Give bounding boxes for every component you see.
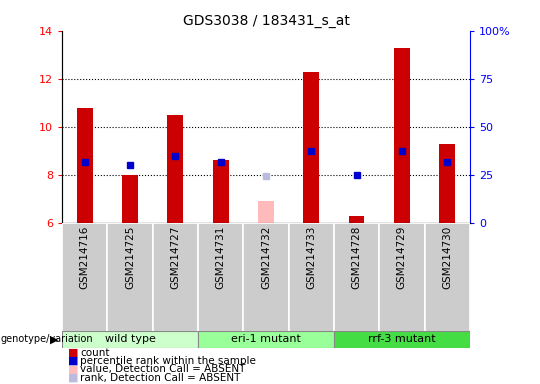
Text: value, Detection Call = ABSENT: value, Detection Call = ABSENT [80,364,245,374]
Bar [349,215,365,223]
Text: ■: ■ [68,364,78,374]
Text: ■: ■ [68,356,78,366]
Text: GSM214716: GSM214716 [80,226,90,290]
Text: GSM214730: GSM214730 [442,226,452,289]
Bar [167,115,183,223]
Text: GSM214727: GSM214727 [170,226,180,290]
Text: eri-1 mutant: eri-1 mutant [231,334,301,344]
Bar [424,223,470,332]
Text: GSM214733: GSM214733 [306,226,316,290]
Text: GSM214725: GSM214725 [125,226,135,290]
Bar [244,223,288,332]
Text: percentile rank within the sample: percentile rank within the sample [80,356,256,366]
Text: wild type: wild type [105,334,156,344]
Title: GDS3038 / 183431_s_at: GDS3038 / 183431_s_at [183,14,349,28]
Bar [439,144,455,223]
Bar [379,223,424,332]
Bar [394,48,410,223]
Bar [213,161,228,223]
Bar [288,223,334,332]
Text: rrf-3 mutant: rrf-3 mutant [368,334,436,344]
Text: ■: ■ [68,373,78,383]
Text: ■: ■ [68,348,78,358]
Text: rank, Detection Call = ABSENT: rank, Detection Call = ABSENT [80,373,240,383]
Text: GSM214732: GSM214732 [261,226,271,290]
Bar [258,201,274,223]
Bar [62,331,198,348]
Text: GSM214731: GSM214731 [215,226,226,290]
Bar [122,175,138,223]
Bar [334,223,379,332]
Text: GSM214728: GSM214728 [352,226,362,290]
Bar [198,331,334,348]
Bar [62,223,107,332]
Bar [198,223,244,332]
Bar [334,331,470,348]
Bar [107,223,153,332]
Text: count: count [80,348,110,358]
Bar [77,108,93,223]
Bar [303,71,319,223]
Text: genotype/variation: genotype/variation [1,334,93,344]
Text: ▶: ▶ [50,334,58,344]
Text: GSM214729: GSM214729 [397,226,407,290]
Bar [153,223,198,332]
